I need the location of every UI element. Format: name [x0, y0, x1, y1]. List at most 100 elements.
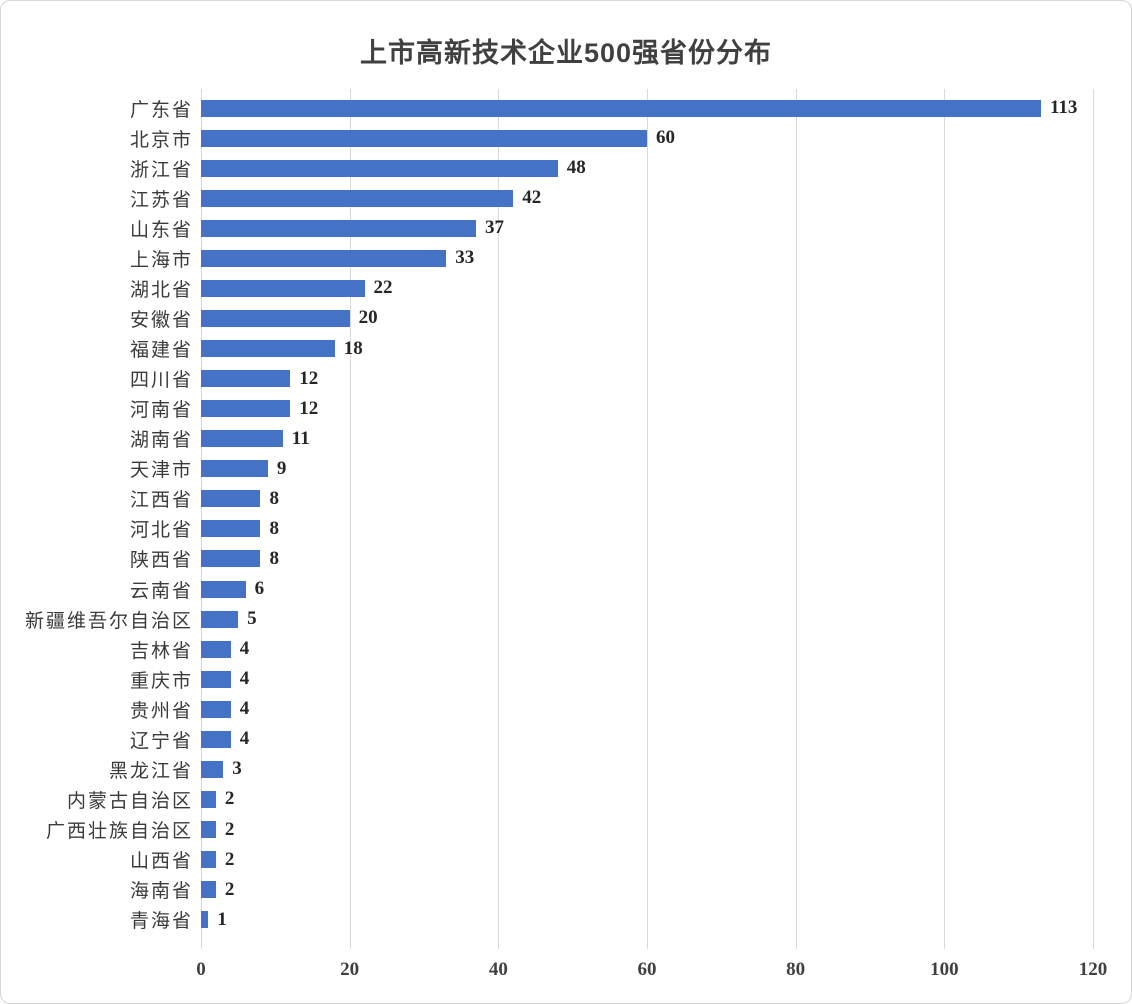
bar-row: 内蒙古自治区 2 [9, 784, 1093, 814]
gridline-x-40 [498, 89, 500, 949]
bar [201, 911, 209, 929]
category-label: 山东省 [129, 219, 193, 241]
gridline-x-60 [647, 89, 648, 949]
value-label: 3 [232, 758, 242, 780]
bar-row: 陕西省 8 [9, 544, 1093, 574]
x-tick-label: 100 [930, 959, 959, 980]
category-label: 广西壮族自治区 [45, 821, 193, 842]
value-label: 5 [247, 608, 257, 630]
gridline-x-20 [349, 89, 351, 949]
bar-row: 吉林省 4 [9, 634, 1093, 664]
bar-track: 4 [201, 638, 1093, 660]
value-label: 2 [224, 878, 235, 900]
bar-track: 60 [201, 127, 1093, 149]
category-label: 湖北省 [129, 279, 193, 301]
bar-row: 黑龙江省 3 [9, 754, 1093, 784]
bar-row: 河南省 12 [9, 394, 1093, 424]
bar-row: 福建省 18 [9, 334, 1093, 364]
category-label: 内蒙古自治区 [66, 790, 193, 812]
value-label: 12 [299, 397, 319, 419]
bar-track: 6 [201, 578, 1093, 600]
bar-track: 5 [201, 608, 1093, 630]
gridline-x-120 [1093, 89, 1094, 949]
bar [201, 821, 216, 838]
value-label: 9 [276, 457, 287, 479]
category-label: 四川省 [129, 370, 193, 392]
bar-track: 113 [201, 97, 1093, 119]
category-label: 重庆市 [129, 670, 193, 692]
category-label: 安徽省 [129, 309, 193, 331]
bar-row: 青海省 1 [9, 905, 1093, 935]
x-tick-label: 40 [488, 959, 508, 980]
x-tick-label: 20 [340, 959, 360, 980]
bar-track: 48 [201, 157, 1093, 179]
bar-track: 12 [201, 368, 1093, 390]
value-label: 8 [269, 487, 279, 509]
bar-row: 重庆市 4 [9, 664, 1093, 694]
value-label: 1 [217, 908, 227, 930]
category-label: 新疆维吾尔自治区 [24, 610, 193, 632]
value-label: 2 [224, 818, 235, 840]
category-label: 福建省 [129, 340, 193, 361]
category-label: 北京市 [129, 129, 193, 151]
bar [201, 700, 231, 718]
bar-row: 浙江省 48 [9, 153, 1093, 183]
category-label: 河北省 [129, 520, 193, 542]
bar [201, 520, 261, 538]
bar-row: 天津市 9 [9, 454, 1093, 484]
category-label: 广东省 [129, 99, 193, 121]
category-label: 吉林省 [129, 640, 193, 662]
bar [201, 550, 261, 568]
bar [201, 99, 1041, 117]
value-label: 8 [269, 547, 279, 569]
x-tick-label: 60 [637, 959, 657, 980]
bar-track: 11 [201, 428, 1093, 450]
bar-track: 2 [201, 788, 1093, 810]
value-label: 2 [224, 788, 235, 810]
bar [201, 640, 231, 658]
gridline-x-0 [201, 89, 202, 949]
category-label: 云南省 [129, 580, 193, 602]
bar [201, 370, 291, 388]
bar [201, 851, 216, 869]
category-label: 天津市 [129, 460, 193, 482]
category-label: 上海市 [129, 249, 193, 271]
bar [201, 881, 216, 899]
bar [201, 249, 447, 267]
value-label: 12 [299, 367, 319, 389]
value-label: 48 [566, 157, 586, 179]
value-label: 20 [358, 307, 378, 329]
bar [201, 309, 350, 327]
bar-track: 8 [201, 548, 1093, 570]
category-label: 青海省 [129, 911, 193, 933]
value-label: 60 [656, 127, 675, 149]
bar-row: 北京市 60 [9, 123, 1093, 153]
value-label: 6 [254, 578, 265, 599]
category-label: 海南省 [129, 881, 193, 903]
category-label: 黑龙江省 [108, 760, 193, 782]
bar-track: 8 [201, 518, 1093, 540]
bar [201, 790, 216, 808]
value-label: 42 [522, 187, 542, 209]
bar [201, 159, 558, 177]
bar-track: 1 [201, 909, 1093, 931]
bar-track: 20 [201, 307, 1093, 329]
bar-track: 42 [201, 187, 1093, 209]
bar-row: 海南省 2 [9, 875, 1093, 905]
bar-row: 河北省 8 [9, 514, 1093, 544]
bar-row: 辽宁省 4 [9, 724, 1093, 754]
bar-row: 山东省 37 [9, 213, 1093, 243]
bar-track: 37 [201, 217, 1093, 239]
bar [201, 610, 239, 628]
bar-row: 江苏省 42 [9, 183, 1093, 213]
bar-rows: 广东省 113 北京市 60 浙江省 48 江苏省 42 山东省 37 上海市 33 湖北省 22 安徽省 2… [9, 89, 1093, 935]
bar-row: 湖北省 22 [9, 273, 1093, 303]
value-label: 4 [239, 668, 250, 690]
value-label: 113 [1049, 97, 1078, 118]
value-label: 22 [373, 277, 393, 299]
x-tick-label: 120 [1078, 959, 1108, 980]
x-tick-label: 80 [786, 959, 806, 980]
bar-track: 2 [201, 849, 1093, 871]
bar-track: 33 [201, 247, 1093, 269]
